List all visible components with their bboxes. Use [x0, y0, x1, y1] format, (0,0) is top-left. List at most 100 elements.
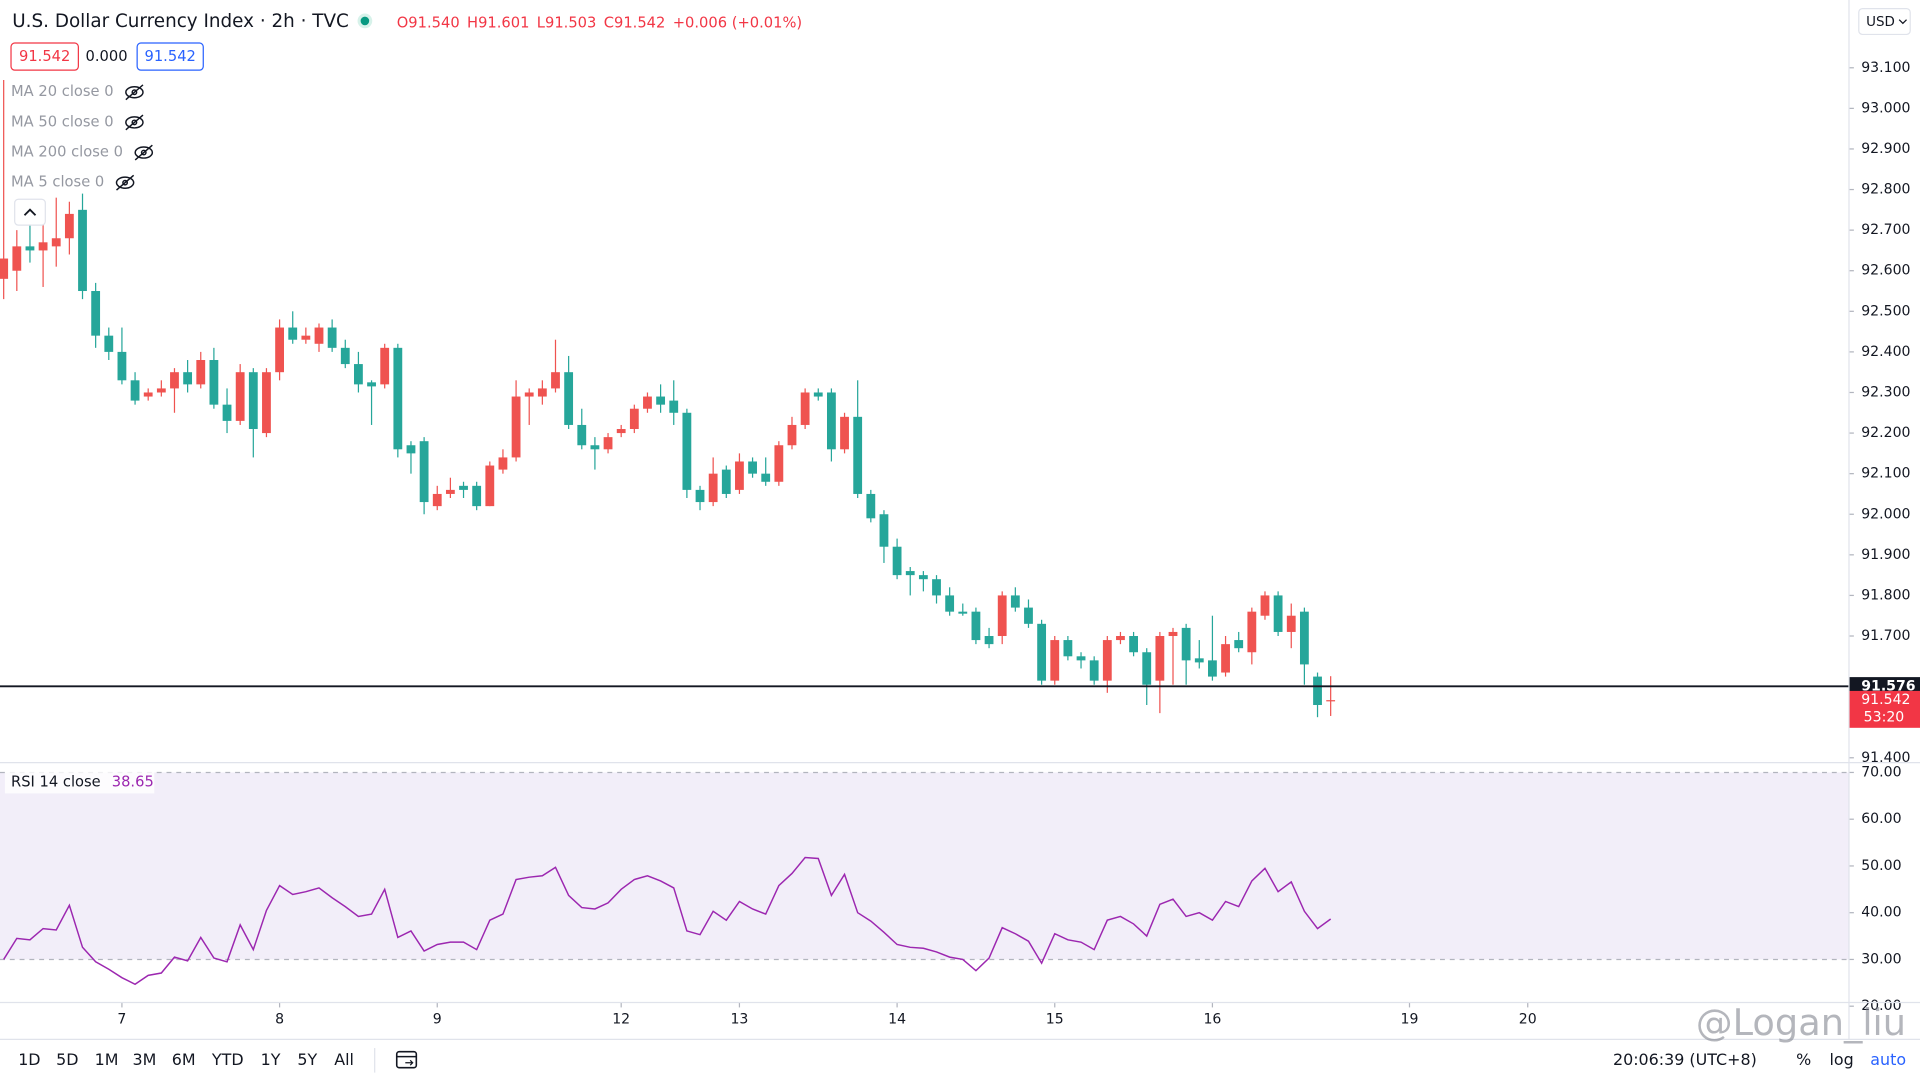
- last-price-tag: [1848, 690, 1920, 728]
- candle-body: [1221, 644, 1230, 673]
- ohlc-low: L91.503: [537, 14, 597, 31]
- range-button[interactable]: 6M: [172, 1050, 196, 1069]
- candle-body: [1273, 595, 1283, 632]
- candle-body: [38, 242, 48, 251]
- candle-body: [1102, 640, 1112, 681]
- candle-body: [1129, 636, 1138, 653]
- candle-body: [1168, 631, 1178, 637]
- hidden-eye-icon[interactable]: [125, 116, 144, 129]
- candle-body: [603, 437, 613, 450]
- y-tick-label: 40.00: [1861, 905, 1901, 921]
- candle-body: [524, 392, 534, 397]
- candle-body: [866, 493, 876, 519]
- candle-body: [51, 238, 61, 247]
- last-price-label: 91.542: [1861, 692, 1910, 708]
- candle-body: [971, 611, 981, 641]
- candle-body: [340, 347, 350, 365]
- x-tick-label: 7: [117, 1012, 126, 1028]
- hidden-eye-icon[interactable]: [134, 146, 154, 159]
- currency-label[interactable]: USD: [1866, 14, 1895, 30]
- hidden-eye-icon[interactable]: [125, 85, 144, 99]
- hidden-eye-slash: [125, 84, 144, 101]
- range-button[interactable]: 5D: [56, 1050, 78, 1069]
- collapse-button[interactable]: [14, 198, 46, 226]
- range-button[interactable]: 5Y: [297, 1050, 317, 1069]
- candle-body: [1155, 636, 1165, 681]
- candle-body: [853, 416, 863, 494]
- x-tick-label: 13: [730, 1012, 748, 1028]
- rsi-title: RSI 14 close: [11, 773, 101, 790]
- log-toggle[interactable]: log: [1830, 1050, 1854, 1069]
- candle-body: [918, 575, 928, 580]
- hidden-eye-pupil: [122, 179, 129, 186]
- candle-body: [1010, 595, 1020, 608]
- candle-body: [1037, 623, 1047, 681]
- candle-body: [64, 213, 74, 239]
- candle-body: [301, 335, 311, 340]
- x-tick-label: 12: [612, 1012, 630, 1028]
- range-button[interactable]: 3M: [133, 1050, 157, 1069]
- candle-body: [735, 461, 744, 490]
- candle-body: [0, 258, 9, 279]
- range-button[interactable]: 1D: [18, 1050, 40, 1069]
- ohlc-open: O91.540: [397, 14, 460, 31]
- candle-body: [1326, 700, 1336, 702]
- rsi-line: [3, 856, 1332, 986]
- candle-body: [669, 400, 679, 413]
- hidden-eye-slash: [134, 144, 153, 161]
- candle-body: [485, 465, 495, 507]
- candle-body: [459, 485, 468, 490]
- indicator-label: MA 50 close 0: [11, 113, 114, 130]
- range-button[interactable]: All: [334, 1050, 354, 1069]
- sell-box[interactable]: [10, 42, 79, 71]
- rsi-legend-bg: [4, 771, 155, 794]
- candle-body: [958, 611, 968, 614]
- plot-area: 91.400 91.700 91.800 91.900 92.000 92.100 92.2…: [0, 60, 1920, 1028]
- range-button[interactable]: YTD: [211, 1050, 244, 1069]
- percent-toggle[interactable]: %: [1796, 1050, 1811, 1069]
- candle-body: [262, 372, 271, 434]
- candle-body: [354, 364, 363, 385]
- range-buttons: 1D 5D 1M 3M 6M YTD 1Y 5Y All: [18, 1050, 354, 1069]
- buy-box[interactable]: [136, 42, 204, 71]
- candle-body: [826, 392, 836, 450]
- candle-body: [1076, 656, 1086, 661]
- buy-price[interactable]: 91.542: [145, 48, 196, 65]
- calendar-frame: [395, 1050, 418, 1069]
- range-button[interactable]: 1Y: [261, 1050, 281, 1069]
- x-tick-label: 8: [275, 1012, 284, 1028]
- hidden-eye-icon[interactable]: [115, 176, 135, 189]
- x-tick-label: 14: [888, 1012, 906, 1028]
- currency-caret: [1898, 19, 1907, 25]
- goto-date-icon[interactable]: [395, 1050, 418, 1069]
- candle-body: [183, 372, 193, 385]
- candle-body: [1299, 611, 1309, 665]
- x-tick-label: 9: [433, 1012, 442, 1028]
- y-tick-label: 92.500: [1861, 303, 1910, 319]
- y-tick-label: 91.900: [1861, 547, 1910, 563]
- sell-price[interactable]: 91.542: [19, 48, 70, 65]
- rsi-value: 38.65: [112, 773, 154, 790]
- collapse-icon: [23, 208, 37, 216]
- candle-body: [1194, 658, 1204, 663]
- x-tick-label: 20: [1519, 1012, 1537, 1028]
- y-tick-label: 92.200: [1861, 425, 1910, 441]
- countdown: 53:20: [1864, 709, 1905, 725]
- currency-button[interactable]: [1858, 7, 1911, 36]
- x-tick-label: 16: [1203, 1012, 1221, 1028]
- candle-body: [209, 360, 219, 405]
- auto-toggle[interactable]: auto: [1870, 1050, 1906, 1069]
- candle-body: [840, 416, 849, 450]
- candle-body: [170, 372, 179, 389]
- candle-body: [1181, 627, 1191, 661]
- candle-body: [564, 372, 574, 425]
- candle-body: [78, 209, 87, 292]
- range-button[interactable]: 1M: [95, 1050, 119, 1069]
- candle-body: [25, 246, 35, 251]
- candle-body: [1063, 640, 1073, 657]
- indicator-list: MA 20 close 0 MA 50 close 0 MA 200 close 0…: [11, 83, 154, 191]
- candle-body: [616, 429, 626, 434]
- price-line-label: 91.576: [1861, 678, 1916, 694]
- y-tick-label: 93.100: [1861, 60, 1910, 76]
